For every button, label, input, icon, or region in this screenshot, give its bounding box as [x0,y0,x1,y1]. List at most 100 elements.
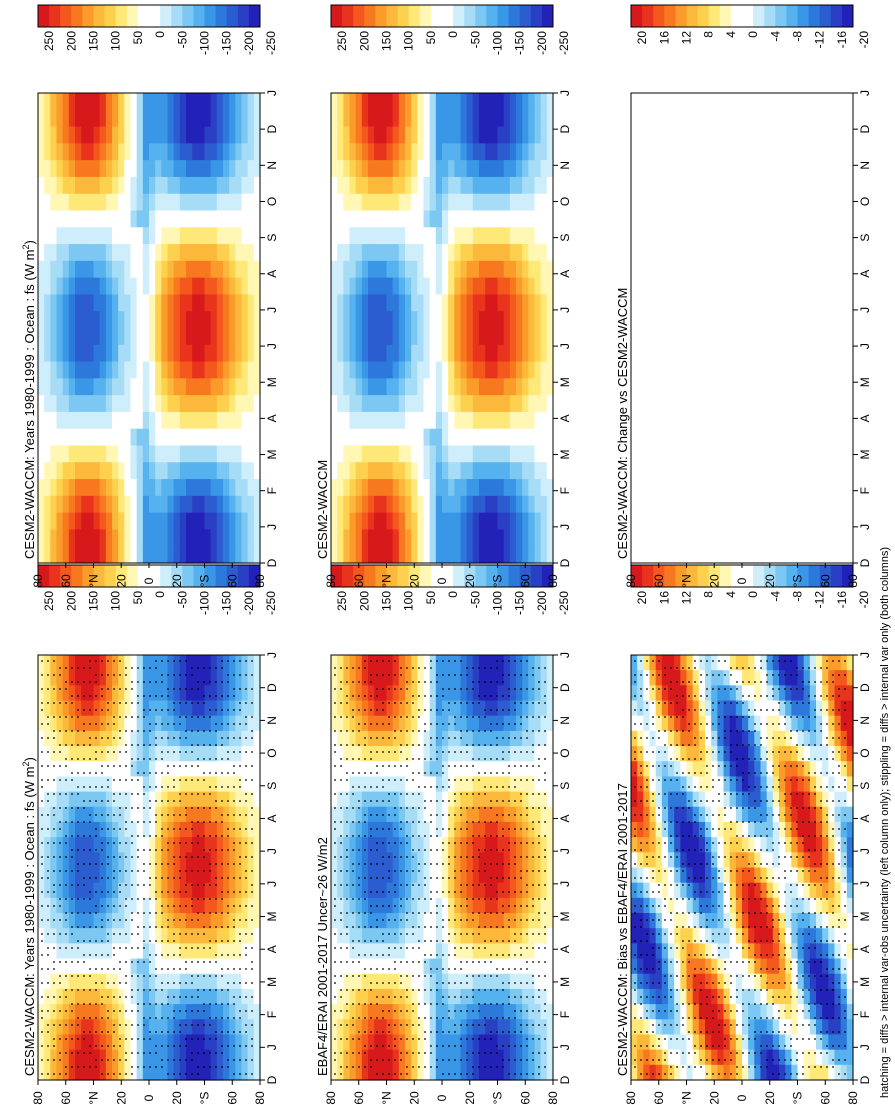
heatmap-cell [38,479,45,497]
heatmap-cell [155,395,162,413]
stipple-dot [340,779,342,781]
stipple-dot [161,737,163,739]
stipple-dot [185,961,187,963]
heatmap-cell [229,837,236,853]
stipple-dot [352,709,354,711]
heatmap-cell [149,837,156,853]
heatmap-cell [380,913,388,929]
stipple-dot [460,842,462,844]
heatmap-cell [105,462,113,480]
stipple-dot [173,828,175,830]
heatmap-cell [241,277,249,296]
stipple-dot [544,744,546,746]
heatmap-cell [229,244,236,262]
heatmap-cell [99,193,107,212]
heatmap-cell [44,361,51,379]
heatmap-cell [186,93,193,111]
heatmap-cell [124,685,132,702]
heatmap-cell [204,761,212,778]
stipple-dot [185,891,187,893]
stipple-dot [167,968,169,970]
stipple-dot [197,821,199,823]
heatmap-cell [491,958,499,975]
heatmap-cell [241,546,249,564]
heatmap-cell [75,260,82,279]
heatmap-cell [198,378,206,396]
heatmap-cell [491,730,499,747]
heatmap-cell [161,294,169,312]
stipple-dot [532,674,534,676]
heatmap-cell [466,928,474,944]
heatmap-cell [386,897,394,914]
heatmap-cell [235,897,243,914]
lat-tick-label: 80 [31,574,45,588]
stipple-dot [77,758,79,760]
heatmap-cell [192,913,199,929]
heatmap-cell [161,210,169,228]
heatmap-cell [522,943,529,960]
heatmap-cell [491,882,499,899]
heatmap-cell [331,943,338,960]
heatmap-cell [50,655,58,671]
colorbar-label: -150 [220,591,234,615]
heatmap-cell [130,776,138,793]
heatmap-cell [386,806,394,823]
heatmap-cell [546,882,554,899]
heatmap-cell [229,988,236,1005]
heatmap-cell [516,852,523,869]
heatmap-cell [155,882,162,899]
stipple-dot [137,926,139,928]
heatmap-cell [223,730,230,747]
heatmap-cell [87,546,95,564]
heatmap-cell [179,176,187,195]
stipple-dot [125,842,127,844]
heatmap-cell [62,655,70,671]
stipple-dot [125,982,127,984]
heatmap-cell [99,897,107,914]
heatmap-cell [56,746,64,762]
heatmap-cell [50,928,58,944]
heatmap-cell [173,1064,181,1081]
heatmap-cell [62,109,70,128]
stipple-dot [83,786,85,788]
heatmap-cell [204,1004,212,1020]
heatmap-cell [192,715,199,732]
heatmap-cell [472,943,480,960]
stipple-dot [221,660,223,662]
stipple-dot [203,730,205,732]
heatmap-cell [192,462,199,480]
stipple-dot [101,905,103,907]
heatmap-cell [167,260,175,279]
heatmap-cell [186,260,193,279]
heatmap-cell [198,512,206,531]
stipple-dot [65,975,67,977]
stipple-dot [83,821,85,823]
heatmap-cell [130,928,138,944]
heatmap-cell [429,791,437,808]
heatmap-cell [118,294,125,312]
stipple-dot [203,961,205,963]
heatmap-cell [75,176,82,195]
stipple-dot [71,716,73,718]
heatmap-cell [411,1064,418,1081]
stipple-dot [143,1052,145,1054]
heatmap-cell [497,1034,505,1051]
heatmap-cell [253,685,261,702]
stipple-dot [538,688,540,690]
heatmap-cell [68,806,76,823]
stipple-dot [448,660,450,662]
stipple-dot [400,821,402,823]
stipple-dot [155,660,157,662]
stipple-dot [388,716,390,718]
stipple-dot [125,730,127,732]
heatmap-cell [509,806,517,823]
stipple-dot [418,793,420,795]
heatmap-cell [118,378,125,396]
heatmap-cell [38,395,45,413]
stipple-dot [179,1031,181,1033]
heatmap-cell [56,1004,64,1020]
heatmap-cell [210,685,218,702]
stipple-dot [83,681,85,683]
stipple-dot [412,730,414,732]
heatmap-cell [142,378,150,396]
